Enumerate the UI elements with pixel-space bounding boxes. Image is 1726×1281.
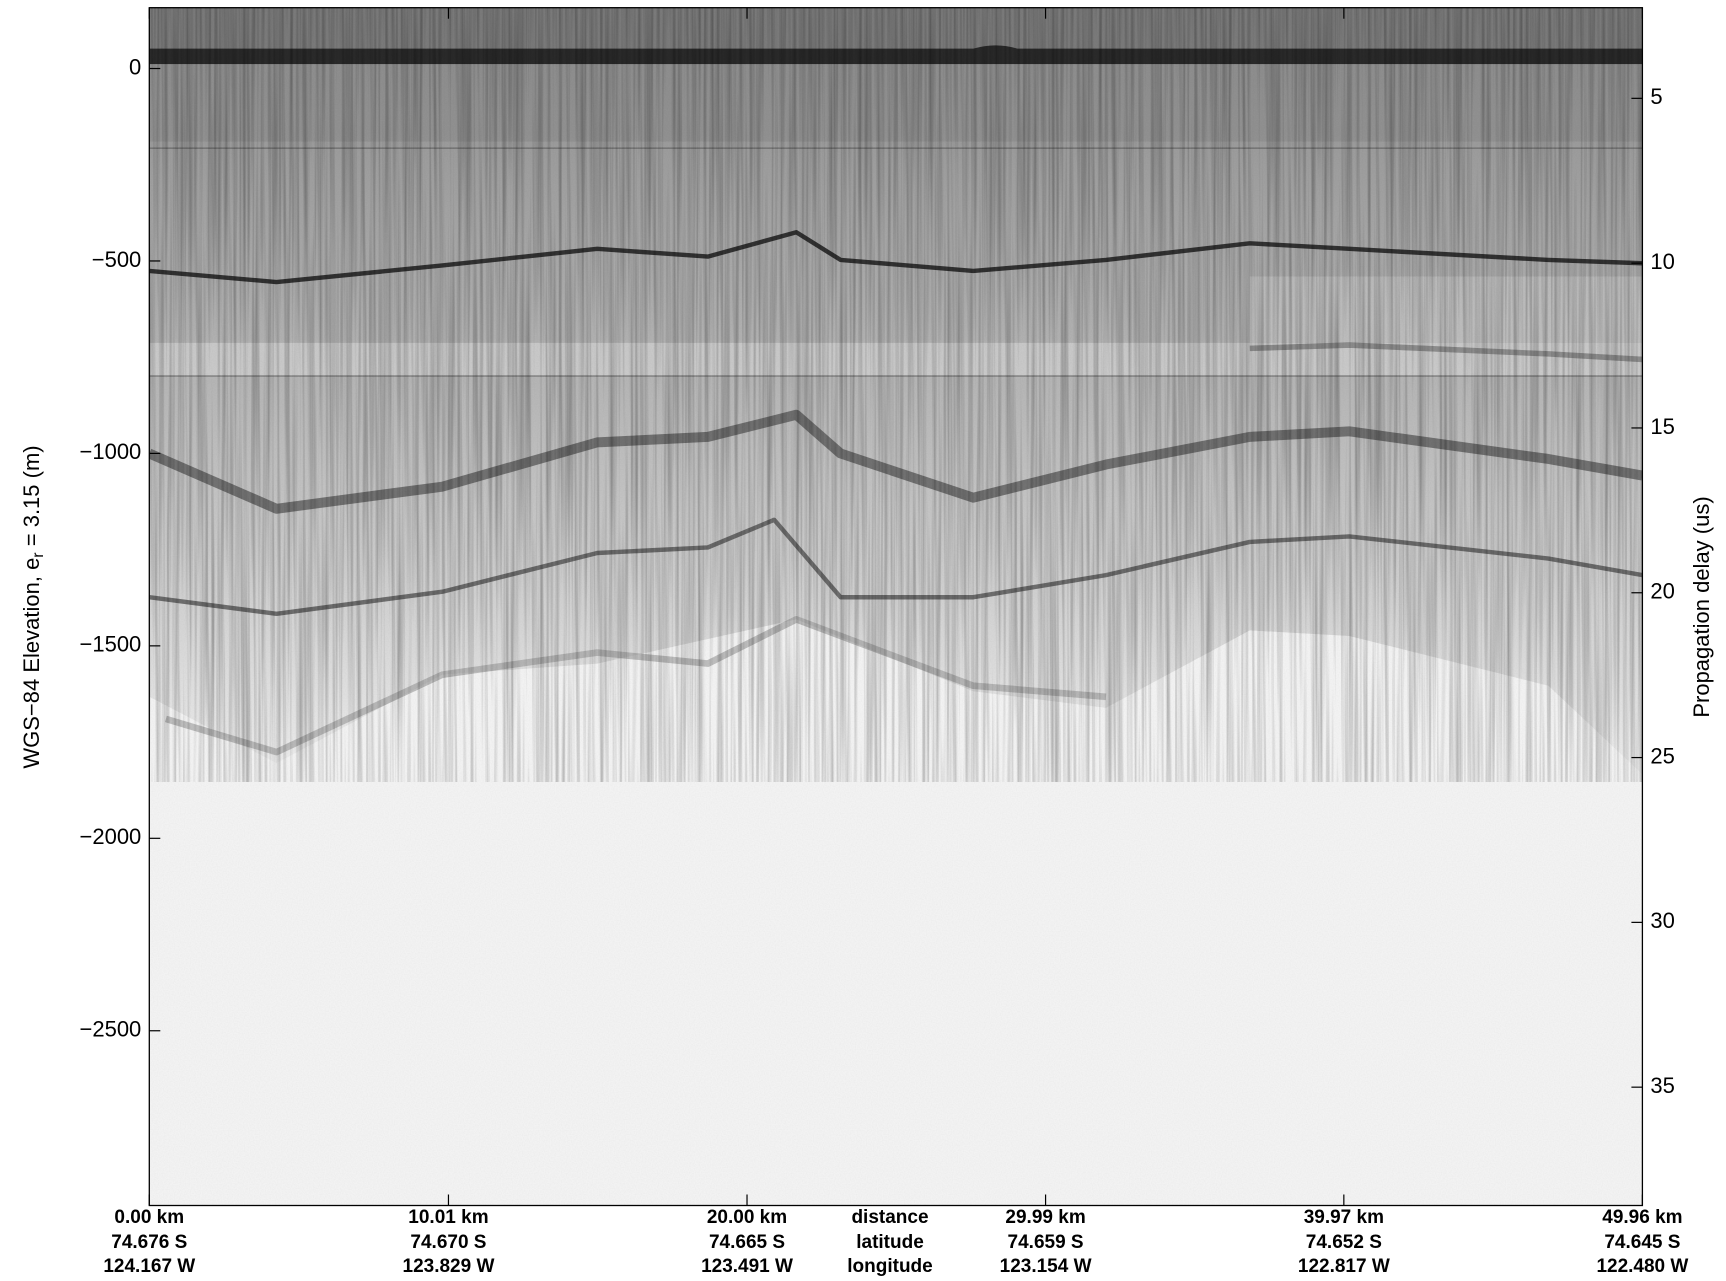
x-row-name: longitude [847,1256,932,1276]
echogram [149,7,1643,1206]
x-row-name: latitude [856,1232,924,1253]
x-tick-label: 0.00 km [114,1207,184,1228]
plot-frame [148,7,1644,1207]
y-axis-label: WGS−84 Elevation, er = 3.15 (m) [19,445,47,768]
x-tick-longitude: 123.829 W [403,1256,495,1276]
y-tick-label: −500 [92,247,142,272]
y2-tick-label: 5 [1650,84,1662,109]
y-axis-label-text: WGS−84 Elevation, e [19,558,44,769]
x-tick-latitude: 74.676 S [111,1232,187,1253]
x-tick-latitude: 74.670 S [410,1232,486,1253]
x-tick-label: 39.97 km [1304,1207,1384,1228]
y2-tick-label: 25 [1650,743,1674,768]
x-tick-label: 20.00 km [707,1207,787,1228]
x-row-name: distance [851,1207,928,1228]
x-tick-label: 10.01 km [408,1207,488,1228]
y-axis-label-suffix: = 3.15 (m) [19,445,44,552]
y2-tick-label: 35 [1650,1073,1674,1098]
x-tick-latitude: 74.652 S [1306,1232,1382,1253]
x-tick-latitude: 74.665 S [709,1232,785,1253]
x-tick-longitude: 122.480 W [1596,1256,1688,1276]
y2-tick-label: 30 [1650,908,1674,933]
y-tick-label: −1500 [80,632,142,657]
y-axis-label-subscript: r [30,552,47,558]
x-tick-longitude: 123.154 W [1000,1256,1092,1276]
x-tick-longitude: 124.167 W [103,1256,195,1276]
x-tick-latitude: 74.645 S [1604,1232,1680,1253]
y-tick-label: −1000 [80,439,142,464]
x-tick-longitude: 123.491 W [701,1256,793,1276]
y2-axis-label: Propagation delay (us) [1689,496,1714,717]
y2-tick-label: 20 [1650,579,1674,604]
y2-tick-label: 10 [1650,249,1674,274]
x-tick-latitude: 74.659 S [1008,1232,1084,1253]
y-tick-label: 0 [129,54,141,79]
x-tick-longitude: 122.817 W [1298,1256,1390,1276]
x-tick-label: 29.99 km [1005,1207,1085,1228]
y-tick-label: −2000 [80,824,142,849]
x-tick-label: 49.96 km [1602,1207,1682,1228]
y-tick-label: −2500 [80,1017,142,1042]
y2-tick-label: 15 [1650,414,1674,439]
